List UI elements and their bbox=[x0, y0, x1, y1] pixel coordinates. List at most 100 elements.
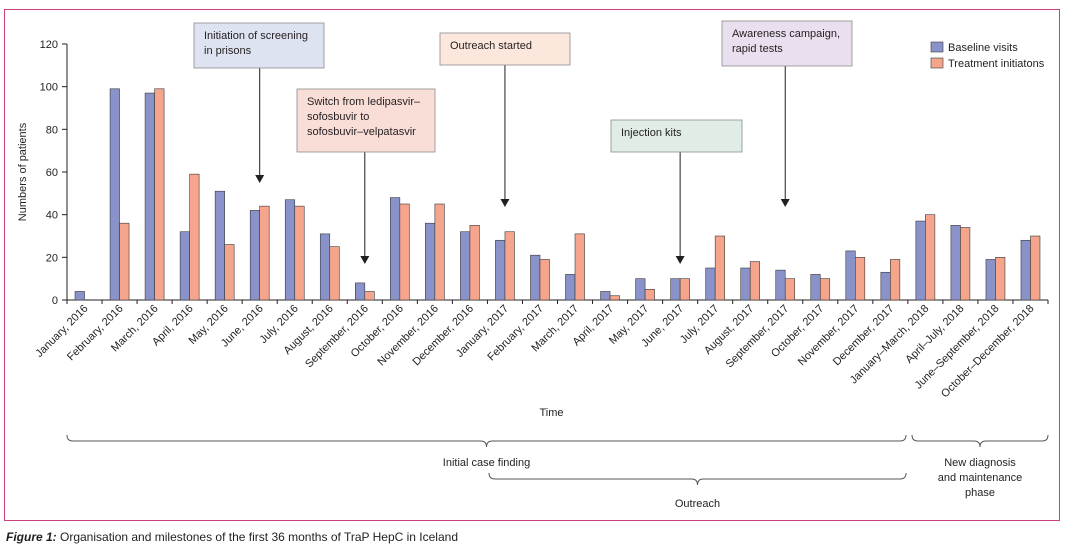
phase-label: Initial case finding bbox=[443, 457, 530, 469]
bar-baseline bbox=[425, 222, 436, 301]
y-tick-label: 60 bbox=[46, 167, 58, 179]
bar-treatment bbox=[714, 235, 725, 301]
bar-treatment bbox=[259, 205, 270, 301]
figure-caption-text: Organisation and milestones of the first… bbox=[56, 530, 458, 544]
bar-baseline bbox=[775, 269, 786, 301]
bar-baseline bbox=[985, 259, 996, 301]
legend-label: Baseline visits bbox=[948, 42, 1018, 54]
phase-bracket-new-diagnosis bbox=[911, 434, 1049, 448]
bar-baseline bbox=[670, 278, 681, 301]
y-tick-label: 40 bbox=[46, 210, 58, 222]
bar-treatment bbox=[855, 257, 866, 301]
bar-treatment bbox=[434, 203, 445, 301]
y-tick-label: 80 bbox=[46, 124, 58, 136]
x-tick-label: December, 2016 bbox=[410, 303, 476, 369]
annotation-box bbox=[193, 22, 325, 69]
bar-treatment bbox=[609, 295, 620, 301]
bar-treatment bbox=[995, 257, 1006, 301]
bar-baseline bbox=[249, 210, 260, 301]
bar-baseline bbox=[635, 278, 646, 301]
annotation-arrowhead bbox=[255, 175, 265, 183]
bar-treatment bbox=[679, 278, 690, 301]
bar-treatment bbox=[294, 205, 305, 301]
bar-treatment bbox=[574, 233, 585, 301]
annotation-text: Outreach started bbox=[450, 40, 532, 52]
bar-treatment bbox=[890, 259, 901, 301]
y-tick-label: 0 bbox=[52, 295, 58, 307]
bar-baseline bbox=[495, 239, 506, 301]
annotation-text: Awareness campaign, bbox=[732, 28, 840, 40]
annotation-box bbox=[439, 32, 571, 66]
x-tick-label: September, 2016 bbox=[303, 303, 371, 371]
bar-baseline bbox=[705, 267, 716, 301]
x-tick-label: November, 2017 bbox=[796, 303, 862, 369]
phase-bracket-initial-case-finding bbox=[66, 434, 907, 448]
annotation-arrowhead bbox=[500, 199, 510, 207]
annotation-arrowhead bbox=[675, 256, 685, 264]
bar-treatment bbox=[644, 289, 655, 301]
bar-baseline bbox=[845, 250, 856, 301]
bar-treatment bbox=[189, 173, 200, 301]
bar-treatment bbox=[399, 203, 410, 301]
bar-baseline bbox=[319, 233, 331, 301]
x-axis-label: Time bbox=[539, 407, 563, 419]
bar-baseline bbox=[179, 231, 190, 301]
bar-treatment bbox=[154, 88, 165, 301]
y-tick-label: 120 bbox=[40, 39, 58, 51]
annotation-text: Injection kits bbox=[621, 127, 682, 139]
bar-treatment bbox=[1030, 235, 1041, 301]
bar-treatment bbox=[749, 261, 760, 301]
bar-baseline bbox=[390, 197, 401, 301]
annotation-arrowhead bbox=[360, 256, 370, 264]
bar-treatment bbox=[119, 222, 130, 301]
bar-baseline bbox=[915, 220, 926, 301]
x-tick-label: December, 2017 bbox=[831, 303, 897, 369]
bar-treatment bbox=[469, 225, 480, 301]
legend-label: Treatment initiatons bbox=[948, 58, 1045, 70]
bar-baseline bbox=[144, 92, 155, 301]
annotation-box bbox=[296, 88, 436, 153]
figure-caption-label: Figure 1: bbox=[6, 530, 57, 544]
annotation-text: rapid tests bbox=[732, 43, 783, 55]
annotation-arrowhead bbox=[780, 199, 790, 207]
bar-treatment bbox=[364, 291, 375, 301]
annotation-text: sofosbuvir–velpatasvir bbox=[307, 126, 416, 138]
phase-label: New diagnosis bbox=[944, 457, 1016, 469]
annotation-text: Switch from ledipasvir– bbox=[307, 96, 421, 108]
phase-label: phase bbox=[965, 487, 995, 499]
annotation-text: Initiation of screening bbox=[204, 30, 308, 42]
y-tick-label: 100 bbox=[40, 82, 58, 94]
bar-treatment bbox=[960, 227, 971, 301]
bar-treatment bbox=[925, 214, 936, 301]
y-tick-label: 20 bbox=[46, 252, 58, 264]
bar-baseline bbox=[355, 282, 366, 301]
bar-baseline bbox=[530, 254, 541, 301]
bar-baseline bbox=[950, 225, 961, 301]
bar-treatment bbox=[329, 246, 340, 301]
bar-baseline bbox=[880, 271, 891, 301]
bar-treatment bbox=[539, 259, 550, 301]
bar-baseline bbox=[810, 274, 821, 301]
bar-baseline bbox=[284, 199, 296, 301]
x-tick-label: November, 2016 bbox=[375, 303, 441, 369]
bar-baseline bbox=[600, 291, 611, 301]
legend-swatch bbox=[930, 41, 944, 53]
bar-baseline bbox=[565, 274, 576, 301]
bar-baseline bbox=[740, 267, 751, 301]
annotation-text: in prisons bbox=[204, 45, 252, 57]
bar-baseline bbox=[74, 291, 85, 301]
bar-treatment bbox=[224, 244, 235, 301]
bar-treatment bbox=[819, 278, 831, 301]
bar-treatment bbox=[784, 278, 796, 301]
annotation-text: sofosbuvir to bbox=[307, 111, 369, 123]
figure-caption: Figure 1: Organisation and milestones of… bbox=[6, 530, 458, 544]
annotation-box bbox=[721, 20, 853, 67]
bar-baseline bbox=[214, 190, 225, 301]
legend-swatch bbox=[930, 57, 944, 69]
bar-baseline bbox=[1020, 239, 1031, 301]
phase-label: Outreach bbox=[675, 498, 720, 510]
annotation-box bbox=[610, 119, 743, 153]
phase-bracket-outreach bbox=[488, 472, 907, 486]
y-axis-label: Numbers of patients bbox=[17, 122, 29, 221]
